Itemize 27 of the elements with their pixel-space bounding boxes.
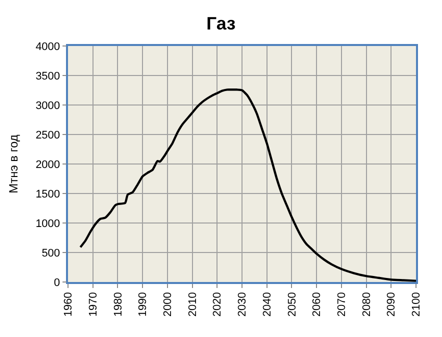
x-tick-label: 2080 bbox=[360, 292, 373, 317]
x-tick-label: 1970 bbox=[87, 292, 100, 317]
y-tick-label: 0 bbox=[54, 276, 60, 289]
x-tick-label: 2030 bbox=[236, 292, 249, 317]
y-tick-label: 1000 bbox=[36, 218, 60, 230]
x-tick-label: 2100 bbox=[410, 292, 423, 317]
line-series bbox=[79, 88, 416, 282]
x-tick-label: 2040 bbox=[261, 292, 274, 317]
y-tick-label: 500 bbox=[42, 247, 60, 260]
y-axis-title: Мтнэ в год bbox=[6, 134, 20, 194]
y-tick-label: 2500 bbox=[36, 129, 60, 142]
x-tick-label: 2060 bbox=[311, 292, 324, 317]
y-tick-label: 3500 bbox=[36, 70, 60, 82]
y-tick-label: 1500 bbox=[36, 188, 60, 200]
x-tick-label: 2070 bbox=[336, 292, 348, 317]
x-tick-label: 1960 bbox=[62, 292, 75, 317]
x-tick-label: 2050 bbox=[286, 292, 298, 317]
chart-title: Газ bbox=[206, 13, 236, 34]
x-tick-label: 2000 bbox=[162, 292, 174, 317]
x-tick-label: 2090 bbox=[386, 292, 398, 317]
x-tick-label: 2020 bbox=[212, 292, 224, 317]
x-tick-label: 1990 bbox=[137, 292, 150, 317]
x-tick-label: 2010 bbox=[186, 292, 199, 317]
y-tick-label: 3000 bbox=[36, 100, 60, 112]
y-tick-label: 2000 bbox=[36, 158, 60, 171]
y-tick-label: 4000 bbox=[36, 40, 60, 53]
x-tick-label: 1980 bbox=[112, 292, 124, 317]
